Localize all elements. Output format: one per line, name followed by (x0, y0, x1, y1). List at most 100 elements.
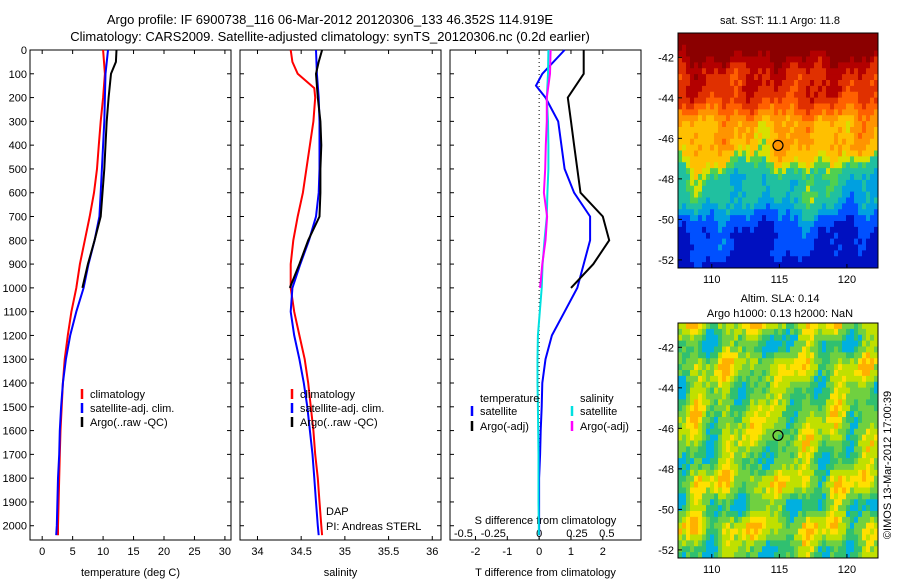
depth-tick-label: 900 (9, 259, 27, 271)
temperature-xtick-label: 5 (70, 546, 76, 558)
difference-legend-label: Argo(-adj) (580, 421, 629, 433)
temperature-xtick-label: 30 (219, 546, 231, 558)
legend-header-temperature: temperature (480, 393, 539, 405)
salinity-xtick-label: 35 (339, 546, 351, 558)
chart-title-line2: Climatology: CARS2009. Satellite-adjuste… (70, 29, 590, 44)
sla-map-xtick-label: 120 (838, 564, 856, 576)
sst-map-argo-marker (772, 139, 784, 152)
depth-tick-label: 1300 (3, 354, 27, 366)
salinity-axes-box (239, 49, 442, 541)
depth-tick-label: 1200 (3, 330, 27, 342)
difference-xtick-label: -1 (502, 546, 512, 558)
depth-tick-label: 400 (9, 140, 27, 152)
salinity-xtick-label: 36 (426, 546, 438, 558)
sst-map-ytick-label: -50 (658, 214, 674, 226)
difference-s-tick-label: -0.25 (481, 528, 506, 540)
difference-xtick-label: 1 (568, 546, 574, 558)
difference-series-3 (539, 49, 552, 288)
sst-map-xtick-label: 115 (771, 274, 789, 286)
temperature-xlabel: temperature (deg C) (81, 567, 180, 579)
depth-tick-label: 2000 (3, 521, 27, 533)
sla-map-axes-box (677, 322, 879, 559)
chart-title-line1: Argo profile: IF 6900738_116 06-Mar-2012… (106, 12, 554, 27)
imos-timestamp: ©IMOS 13-Mar-2012 17:00:39 (882, 391, 894, 539)
sla-map-ytick-label: -52 (658, 545, 674, 557)
difference-legend-label: satellite (580, 406, 617, 418)
sla-map-ytick-label: -44 (658, 383, 674, 395)
difference-s-tick-label: -0.5 (454, 528, 473, 540)
temperature-legend-label: satellite-adj. clim. (90, 403, 174, 415)
depth-tick-label: 300 (9, 116, 27, 128)
salinity-xlabel: salinity (324, 567, 358, 579)
difference-s-tick-label: 0.5 (599, 528, 614, 540)
temperature-xtick-label: 15 (127, 546, 139, 558)
depth-tick-label: 800 (9, 235, 27, 247)
annotation-pi: PI: Andreas STERL (326, 521, 421, 533)
temperature-xtick-label: 10 (97, 546, 109, 558)
sst-map-axes-box (677, 32, 879, 269)
sst-map-cells (678, 33, 879, 269)
depth-tick-label: 200 (9, 93, 27, 105)
legend-header-salinity: salinity (580, 393, 614, 405)
temperature-series-1 (55, 49, 109, 536)
temperature-series-2 (81, 49, 118, 289)
sst-map-ytick-label: -46 (658, 133, 674, 145)
sla-map-ytick-label: -50 (658, 504, 674, 516)
difference-series-2 (536, 49, 550, 536)
sst-map-xtick-label: 120 (838, 274, 856, 286)
sla-map-title: Altim. SLA: 0.14 (741, 293, 820, 305)
annotation-dap: DAP (326, 506, 349, 518)
depth-tick-label: 0 (21, 45, 27, 57)
salinity-legend-label: satellite-adj. clim. (300, 403, 384, 415)
temperature-legend-label: Argo(..raw -QC) (90, 417, 168, 429)
difference-s-tick-label: 0.25 (566, 528, 587, 540)
depth-tick-label: 600 (9, 188, 27, 200)
temperature-legend-label: climatology (90, 389, 146, 401)
temperature-xtick-label: 0 (39, 546, 45, 558)
salinity-series-0 (289, 49, 324, 536)
depth-tick-label: 1400 (3, 378, 27, 390)
sst-map-xtick-label: 110 (703, 274, 721, 286)
salinity-legend-label: Argo(..raw -QC) (300, 417, 378, 429)
sla-map-xtick-label: 115 (771, 564, 789, 576)
depth-tick-label: 1000 (3, 283, 27, 295)
sst-map-ytick-label: -48 (658, 174, 674, 186)
sst-map-ytick-label: -52 (658, 255, 674, 267)
salinity-legend-label: climatology (300, 389, 356, 401)
sla-map-argo-marker (772, 429, 784, 442)
temperature-axes-box (29, 49, 232, 541)
depth-tick-label: 1700 (3, 449, 27, 461)
depth-tick-label: 100 (9, 69, 27, 81)
salinity-xtick-label: 34 (251, 546, 263, 558)
sla-map-xtick-label: 110 (703, 564, 721, 576)
temperature-xtick-label: 20 (158, 546, 170, 558)
sst-map-title: sat. SST: 11.1 Argo: 11.8 (720, 15, 840, 27)
depth-tick-label: 1100 (3, 307, 27, 319)
difference-axes-box (449, 49, 642, 541)
depth-tick-label: 500 (9, 164, 27, 176)
salinity-xtick-label: 34.5 (290, 546, 311, 558)
salinity-series-2 (288, 49, 324, 289)
difference-legend-label: Argo(-adj) (480, 421, 529, 433)
difference-series-0 (534, 49, 592, 536)
difference-xtick-label: 0 (536, 546, 542, 558)
depth-tick-label: 700 (9, 212, 27, 224)
difference-legend-label: satellite (480, 406, 517, 418)
temperature-xtick-label: 25 (188, 546, 200, 558)
difference-series-1 (566, 50, 611, 289)
difference-xlabel: T difference from climatology (475, 567, 616, 579)
salinity-xtick-label: 35.5 (378, 546, 399, 558)
depth-tick-label: 1800 (3, 473, 27, 485)
sst-map-ytick-label: -42 (658, 52, 674, 64)
sla-map-ytick-label: -42 (658, 342, 674, 354)
salinity-series-1 (289, 49, 321, 536)
sla-map-cells (678, 323, 879, 559)
sst-map-ytick-label: -44 (658, 93, 674, 105)
difference-xtick-label: -2 (471, 546, 481, 558)
depth-tick-label: 1500 (3, 402, 27, 414)
sla-map-ytick-label: -48 (658, 464, 674, 476)
difference-xtick-label: 2 (600, 546, 606, 558)
sla-map-subtitle: Argo h1000: 0.13 h2000: NaN (707, 308, 853, 320)
depth-tick-label: 1600 (3, 426, 27, 438)
